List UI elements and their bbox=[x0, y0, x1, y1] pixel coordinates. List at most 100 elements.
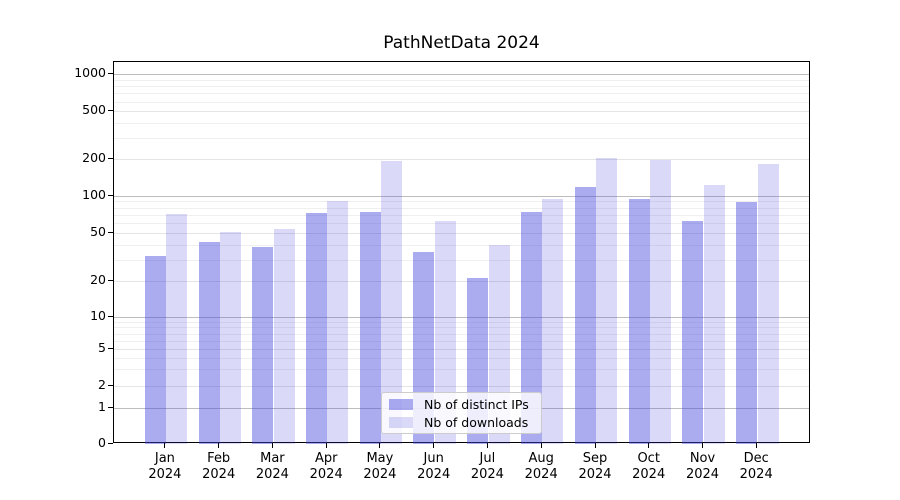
y-tick-mark bbox=[108, 110, 113, 112]
gridline-900 bbox=[114, 79, 809, 81]
bar-downloads-sep bbox=[596, 158, 618, 444]
x-tick-label-dec: Dec 2024 bbox=[739, 451, 773, 482]
legend-swatch-downloads bbox=[389, 416, 413, 428]
gridline-2 bbox=[114, 385, 809, 387]
x-tick-mark bbox=[325, 443, 327, 448]
bar-distinct_ips-may bbox=[359, 211, 381, 444]
gridline-70 bbox=[114, 214, 809, 216]
gridline-30 bbox=[114, 259, 809, 261]
y-tick-label-100: 100 bbox=[82, 186, 106, 202]
plot-area: Nb of distinct IPs Nb of downloads bbox=[113, 61, 810, 444]
x-tick-label-apr: Apr 2024 bbox=[309, 451, 343, 482]
bar-distinct_ips-dec bbox=[736, 202, 757, 444]
gridline-9 bbox=[114, 321, 809, 323]
x-tick-label-nov: Nov 2024 bbox=[685, 451, 720, 482]
x-tick-mark bbox=[702, 443, 703, 448]
gridline-5 bbox=[114, 349, 809, 350]
gridline-10 bbox=[114, 317, 809, 318]
bar-downloads-dec bbox=[757, 164, 779, 444]
gridline-6 bbox=[114, 340, 809, 342]
x-tick-mark bbox=[433, 443, 435, 448]
y-tick-label-50: 50 bbox=[90, 224, 106, 239]
y-tick-mark bbox=[108, 232, 113, 233]
x-tick-mark bbox=[486, 443, 488, 448]
x-tick-label-sep: Sep 2024 bbox=[578, 451, 612, 482]
x-tick-mark bbox=[218, 443, 220, 448]
y-tick-mark bbox=[108, 316, 113, 317]
legend-item-downloads: Nb of downloads bbox=[389, 415, 534, 430]
x-tick-label-jul: Jul 2024 bbox=[470, 451, 504, 482]
x-tick-mark bbox=[164, 443, 166, 448]
bar-downloads-nov bbox=[703, 184, 725, 444]
x-tick-label-may: May 2024 bbox=[363, 451, 397, 482]
chart-title: PathNetData 2024 bbox=[383, 33, 540, 53]
legend-label: Nb of downloads bbox=[424, 414, 529, 430]
y-tick-mark bbox=[108, 348, 113, 349]
bar-distinct_ips-jan bbox=[144, 256, 166, 444]
y-tick-label-5: 5 bbox=[98, 340, 106, 355]
y-tick-label-500: 500 bbox=[82, 102, 106, 118]
x-tick-mark bbox=[271, 443, 273, 448]
gridline-40 bbox=[114, 244, 809, 246]
gridline-50 bbox=[114, 233, 809, 234]
bar-downloads-feb bbox=[220, 231, 241, 444]
gridline-700 bbox=[114, 93, 809, 95]
y-tick-label-1000: 1000 bbox=[74, 65, 106, 81]
y-tick-mark bbox=[108, 443, 113, 444]
gridline-400 bbox=[114, 122, 809, 124]
gridline-300 bbox=[114, 137, 809, 139]
y-tick-mark bbox=[108, 407, 113, 408]
x-tick-label-jan: Jan 2024 bbox=[148, 451, 182, 482]
bar-downloads-apr bbox=[327, 201, 349, 444]
y-tick-mark bbox=[108, 194, 113, 196]
gridline-20 bbox=[114, 280, 809, 282]
bar-downloads-may bbox=[381, 160, 403, 444]
y-tick-label-0: 0 bbox=[98, 435, 106, 450]
gridline-100 bbox=[114, 195, 809, 197]
x-tick-label-mar: Mar 2024 bbox=[255, 451, 289, 482]
bar-distinct_ips-aug bbox=[520, 211, 542, 444]
x-tick-label-feb: Feb 2024 bbox=[202, 451, 236, 482]
y-tick-mark bbox=[108, 279, 113, 281]
gridline-600 bbox=[114, 101, 809, 103]
bar-distinct_ips-feb bbox=[198, 242, 220, 444]
y-tick-mark bbox=[108, 384, 113, 386]
x-tick-label-oct: Oct 2024 bbox=[632, 451, 666, 482]
bar-distinct_ips-apr bbox=[305, 212, 327, 444]
x-tick-mark bbox=[379, 443, 381, 448]
gridline-8 bbox=[114, 327, 809, 329]
x-tick-mark bbox=[540, 443, 542, 448]
gridline-60 bbox=[114, 223, 809, 225]
y-tick-mark bbox=[108, 73, 113, 75]
x-tick-label-jun: Jun 2024 bbox=[417, 451, 451, 482]
bar-downloads-mar bbox=[273, 228, 295, 444]
gridline-3 bbox=[114, 369, 809, 371]
gridline-7 bbox=[114, 333, 809, 335]
gridline-4 bbox=[114, 357, 809, 359]
y-tick-label-200: 200 bbox=[82, 150, 106, 165]
x-tick-mark bbox=[648, 443, 650, 448]
bar-downloads-aug bbox=[542, 199, 564, 444]
x-tick-mark bbox=[594, 443, 596, 448]
bar-downloads-jan bbox=[166, 214, 188, 444]
legend: Nb of distinct IPs Nb of downloads bbox=[381, 392, 542, 434]
x-tick-label-aug: Aug 2024 bbox=[524, 451, 558, 482]
gridline-90 bbox=[114, 201, 809, 203]
legend-swatch-distinct-ips bbox=[389, 398, 413, 410]
bar-distinct_ips-oct bbox=[628, 198, 650, 444]
bar-distinct_ips-nov bbox=[682, 220, 704, 444]
x-tick-mark bbox=[755, 443, 757, 448]
legend-item-distinct-ips: Nb of distinct IPs bbox=[389, 397, 534, 412]
bar-downloads-oct bbox=[650, 160, 671, 444]
gridline-80 bbox=[114, 207, 809, 209]
bar-downloads-jun bbox=[434, 221, 456, 444]
y-tick-label-1: 1 bbox=[98, 399, 106, 414]
bar-distinct_ips-sep bbox=[574, 186, 596, 444]
y-tick-mark bbox=[108, 158, 113, 159]
gridline-800 bbox=[114, 86, 809, 88]
bar-distinct_ips-mar bbox=[252, 247, 274, 444]
gridline-500 bbox=[114, 111, 809, 113]
y-tick-label-10: 10 bbox=[90, 308, 106, 323]
legend-label: Nb of distinct IPs bbox=[424, 396, 529, 412]
